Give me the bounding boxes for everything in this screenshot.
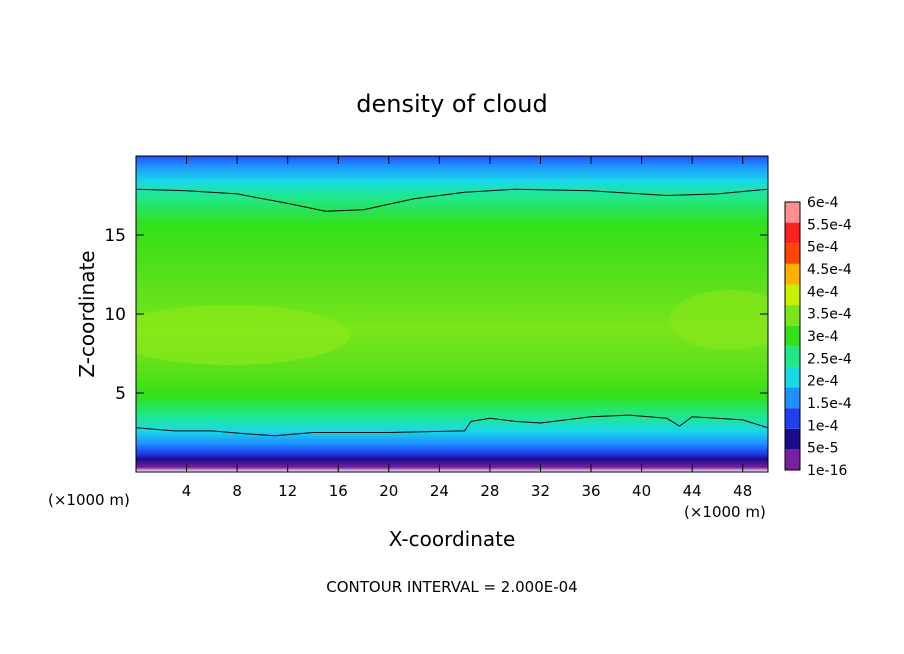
upper-low-density-region <box>240 156 360 178</box>
x-axis: 4 8 12 16 20 24 28 32 36 40 44 48 <box>182 156 752 500</box>
x-tick-label: 32 <box>531 482 550 500</box>
y-axis-label: Z-coordinate <box>75 250 99 377</box>
x-units-left: (×1000 m) <box>48 491 130 509</box>
x-tick-label: 44 <box>683 482 702 500</box>
colorbar-swatch <box>785 366 800 388</box>
colorbar-label: 3e-4 <box>807 329 839 345</box>
colorbar-swatch <box>785 243 800 264</box>
x-tick-label: 28 <box>480 482 499 500</box>
colorbar-label: 6e-4 <box>807 195 839 211</box>
colorbar-swatch <box>785 222 800 244</box>
colorbar-swatch <box>785 284 800 306</box>
x-axis-label: X-coordinate <box>389 527 516 551</box>
colorbar-swatch <box>785 408 800 429</box>
mid-high-density-region <box>136 305 350 365</box>
colorbar-label: 5.5e-4 <box>807 217 852 233</box>
plot-area <box>136 156 768 472</box>
colorbar-label: 3.5e-4 <box>807 307 852 323</box>
colorbar-swatch <box>785 449 800 470</box>
colorbar-swatch <box>785 305 800 326</box>
colorbar-label: 5e-5 <box>807 441 838 457</box>
x-tick-label: 12 <box>278 482 297 500</box>
colorbar-label: 2e-4 <box>807 374 839 390</box>
colorbar-swatch <box>785 325 800 347</box>
colorbar-label: 4e-4 <box>807 284 839 300</box>
y-tick-label: 5 <box>115 384 126 404</box>
x-tick-label: 24 <box>430 482 449 500</box>
lower-contour-line <box>136 414 768 437</box>
y-axis: 5 10 15 <box>104 226 768 404</box>
x-units-right: (×1000 m) <box>684 503 766 521</box>
right-high-density-region <box>670 290 768 350</box>
x-tick-label: 16 <box>329 482 348 500</box>
colorbar-label: 1e-4 <box>807 418 839 434</box>
colorbar-label: 1e-16 <box>807 463 847 479</box>
colorbar-swatch <box>785 428 800 450</box>
x-tick-label: 20 <box>379 482 398 500</box>
x-tick-label: 4 <box>182 482 192 500</box>
colorbar-swatch <box>785 387 800 409</box>
y-tick-label: 10 <box>104 305 126 325</box>
upper-contour-line <box>136 188 768 212</box>
x-tick-label: 48 <box>733 482 752 500</box>
x-tick-label: 8 <box>232 482 242 500</box>
colorbar-swatch <box>785 202 800 223</box>
colorbar-label: 1.5e-4 <box>807 396 852 412</box>
chart-title: density of cloud <box>356 90 547 118</box>
x-tick-label: 40 <box>632 482 651 500</box>
contour-interval-note: CONTOUR INTERVAL = 2.000E-04 <box>326 578 577 596</box>
colorbar-label: 4.5e-4 <box>807 262 852 278</box>
colorbar-swatch <box>785 263 800 285</box>
colorbar-frame <box>784 201 801 471</box>
colorbar-swatch <box>785 346 800 367</box>
colorbar: 1e-16 5e-5 1e-4 1.5e-4 2e-4 2.5e-4 3e-4 3.5e-4 4… <box>784 195 852 479</box>
colorbar-label: 2.5e-4 <box>807 351 852 367</box>
x-tick-label: 36 <box>581 482 600 500</box>
colorbar-label: 5e-4 <box>807 240 839 256</box>
y-tick-label: 15 <box>104 226 126 246</box>
